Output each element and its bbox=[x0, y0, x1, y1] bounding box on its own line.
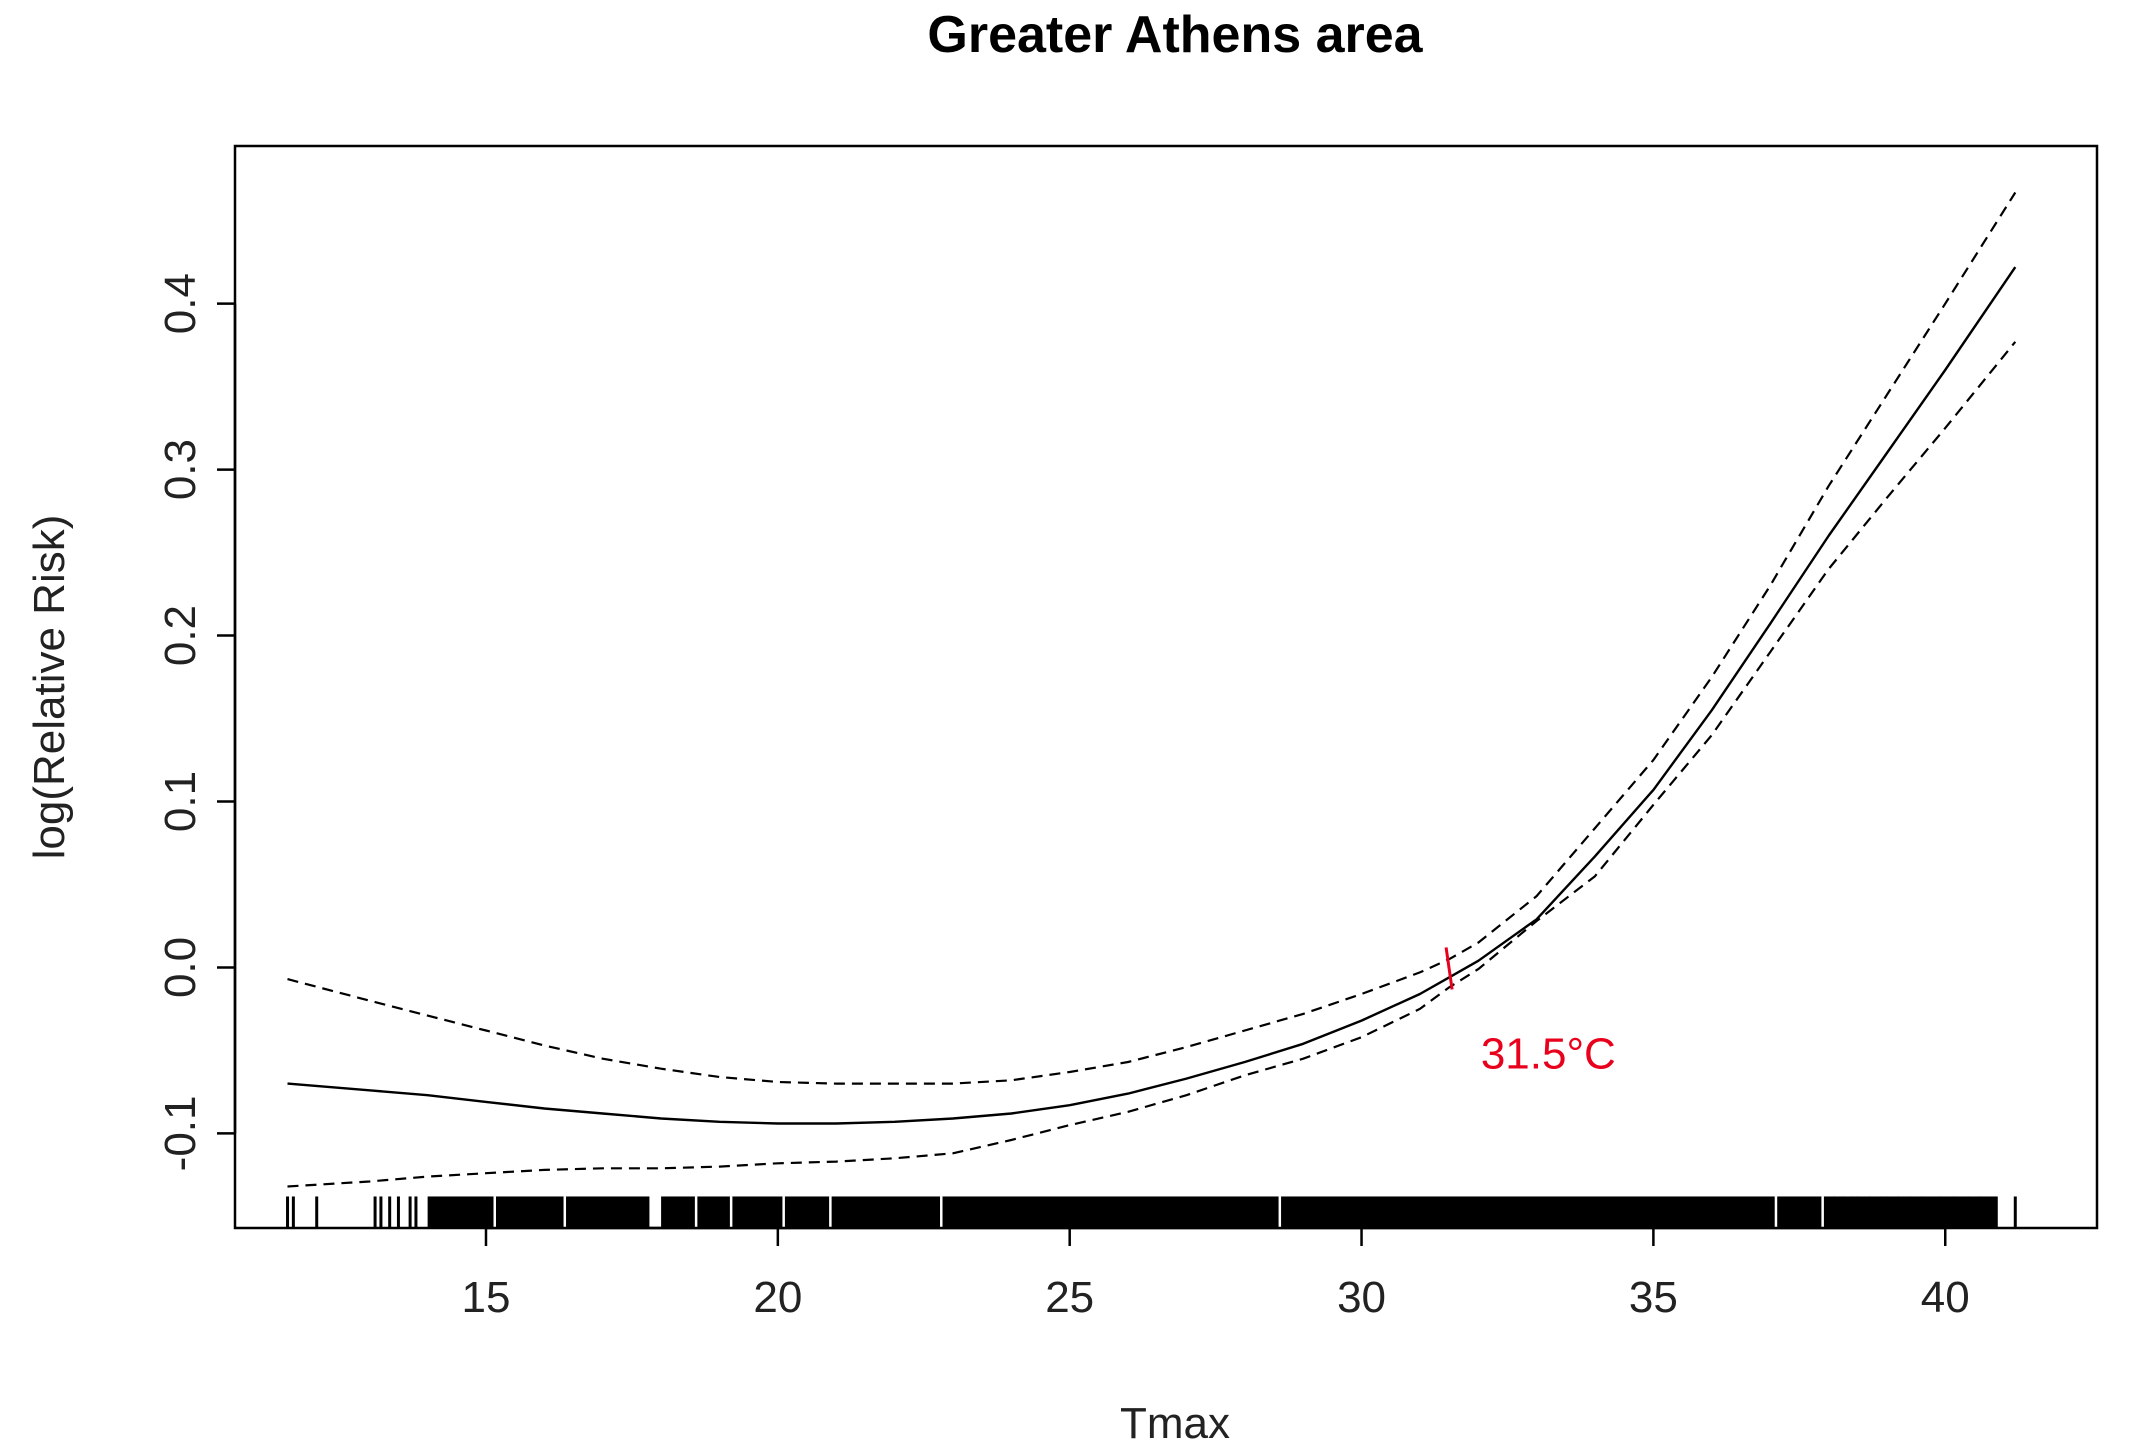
y-tick-label: -0.1 bbox=[156, 1095, 205, 1171]
threshold-label: 31.5°C bbox=[1481, 1030, 1616, 1079]
y-tick-label: 0.1 bbox=[156, 771, 205, 832]
rug bbox=[286, 1196, 2017, 1228]
x-tick-label: 30 bbox=[1337, 1273, 1386, 1322]
rug-block bbox=[427, 1196, 650, 1228]
y-axis: -0.1 0.0 0.1 0.2 0.3 0.4 bbox=[156, 273, 237, 1171]
y-tick-label: 0.4 bbox=[156, 273, 205, 334]
y-tick-label: 0.0 bbox=[156, 937, 205, 998]
x-tick-label: 20 bbox=[753, 1273, 802, 1322]
x-tick-label: 35 bbox=[1629, 1273, 1678, 1322]
y-tick-label: 0.2 bbox=[156, 605, 205, 666]
chart-title: Greater Athens area bbox=[927, 6, 1423, 64]
x-tick-label: 25 bbox=[1045, 1273, 1094, 1322]
series-line-estimate bbox=[287, 266, 2017, 1125]
y-axis-label: log(Relative Risk) bbox=[25, 515, 74, 860]
x-tick-label: 40 bbox=[1921, 1273, 1970, 1322]
x-axis-label: Tmax bbox=[1120, 1399, 1230, 1448]
series-line-upper-ci bbox=[287, 191, 2017, 1085]
series-layer bbox=[287, 191, 2017, 1188]
threshold-annotation: 31.5°C bbox=[1444, 947, 1616, 1079]
threshold-marker bbox=[1444, 947, 1454, 990]
x-axis: 15 20 25 30 35 40 bbox=[462, 1226, 1970, 1322]
plot-frame bbox=[233, 144, 2099, 1230]
rug-block bbox=[661, 1196, 1998, 1228]
x-tick-label: 15 bbox=[462, 1273, 511, 1322]
y-tick-label: 0.3 bbox=[156, 439, 205, 500]
series-line-lower-ci bbox=[287, 341, 2017, 1188]
